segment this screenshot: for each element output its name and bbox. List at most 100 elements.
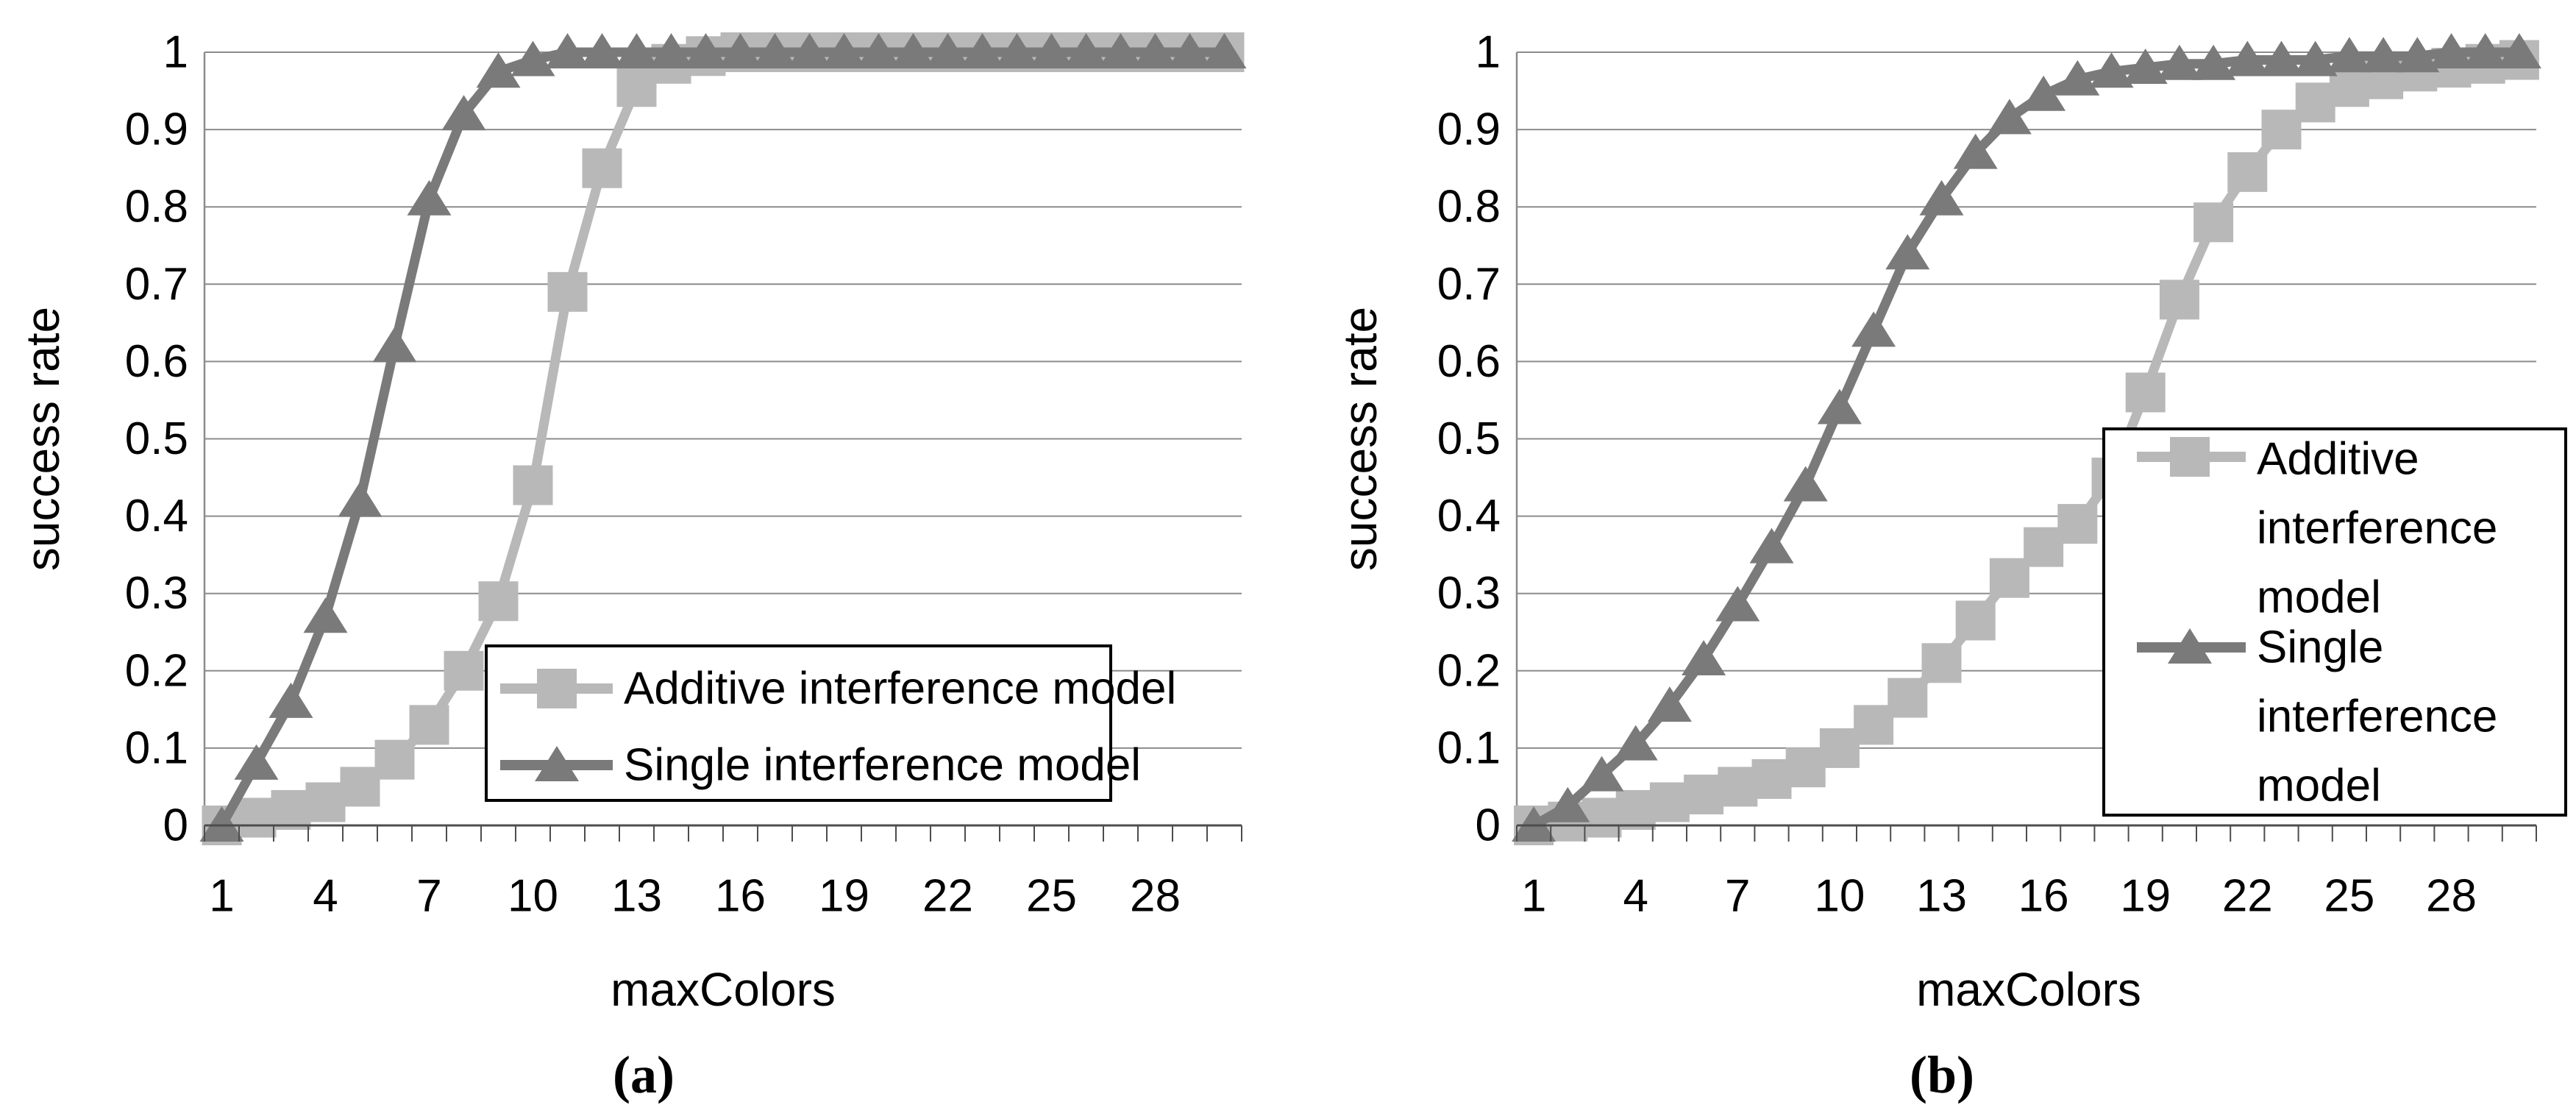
square-marker xyxy=(409,705,449,745)
square-marker xyxy=(1718,767,1758,807)
legend-triangle-marker xyxy=(2168,628,2212,664)
x-tick-label: 25 xyxy=(1026,871,1077,922)
triangle-marker xyxy=(1885,234,1930,270)
triangle-marker xyxy=(1133,33,1178,68)
x-axis-title: maxColors xyxy=(611,963,836,1016)
triangle-marker xyxy=(1851,311,1896,347)
series-triangle xyxy=(1512,33,2541,842)
x-tick-label: 4 xyxy=(1623,871,1648,922)
legend-label: interference xyxy=(2257,503,2497,554)
square-marker xyxy=(478,581,519,622)
triangle-marker xyxy=(2463,33,2508,68)
x-tick-label: 19 xyxy=(2120,871,2171,922)
x-tick-labels: 1 4 7 10 13 16 19 22 25 28 xyxy=(209,871,1181,922)
y-tick-label: 0 xyxy=(163,800,188,851)
caption-a: (a) xyxy=(613,1045,675,1104)
y-tick-label: 0.4 xyxy=(1437,491,1501,541)
triangle-marker xyxy=(995,33,1039,68)
y-tick-label: 0.4 xyxy=(125,491,188,541)
triangle-marker xyxy=(891,33,936,68)
legend-label: Single xyxy=(2257,622,2383,673)
caption-b: (b) xyxy=(1910,1045,1974,1104)
x-tick-label: 13 xyxy=(611,871,662,922)
triangle-marker xyxy=(1512,806,1556,842)
y-tick-label: 0.5 xyxy=(125,413,188,464)
y-tick-label: 0.2 xyxy=(1437,645,1501,696)
x-tick-label: 28 xyxy=(1130,871,1181,922)
square-marker xyxy=(513,465,553,505)
square-marker xyxy=(1615,789,1656,830)
y-tick-label: 0.9 xyxy=(125,104,188,155)
y-tick-label: 0.1 xyxy=(1437,722,1501,773)
square-marker xyxy=(1649,782,1690,822)
triangle-marker xyxy=(545,33,590,68)
y-axis-title: success rate xyxy=(1334,307,1387,571)
y-tick-label: 0 xyxy=(1476,800,1501,851)
triangle-marker xyxy=(822,33,867,68)
y-tick-label: 0.6 xyxy=(1437,336,1501,387)
triangle-marker xyxy=(649,33,694,68)
x-tick-label: 1 xyxy=(1521,871,1546,922)
triangle-marker xyxy=(2259,40,2304,77)
x-axis xyxy=(1516,824,2537,842)
square-marker xyxy=(2329,67,2369,107)
x-tick-label: 19 xyxy=(819,871,869,922)
triangle-marker xyxy=(718,33,763,68)
series-triangle xyxy=(199,33,1247,842)
square-marker xyxy=(2125,372,2166,413)
y-tick-labels: 0 0.1 0.2 0.3 0.4 0.5 0.6 0.7 0.8 0.9 1 xyxy=(125,27,188,851)
x-tick-label: 16 xyxy=(2018,871,2069,922)
triangle-marker xyxy=(960,33,1005,68)
y-tick-label: 1 xyxy=(163,27,188,78)
square-marker xyxy=(2024,527,2064,567)
y-axis-title: success rate xyxy=(16,307,69,571)
triangle-marker xyxy=(1817,388,1862,424)
legend-label: Additive interference model xyxy=(624,664,1176,714)
triangle-marker xyxy=(303,597,348,633)
legend: Additive interference model Single interf… xyxy=(485,644,1176,802)
triangle-marker xyxy=(510,40,555,77)
x-tick-label: 13 xyxy=(1916,871,1967,922)
square-marker xyxy=(1989,558,2029,598)
y-tick-label: 0.8 xyxy=(1437,182,1501,232)
square-marker xyxy=(1581,797,1622,838)
triangle-marker xyxy=(1167,33,1212,68)
triangle-marker xyxy=(787,33,832,68)
square-marker xyxy=(2227,152,2268,192)
legend-triangle-marker xyxy=(535,746,579,781)
triangle-marker xyxy=(476,52,521,88)
triangle-marker xyxy=(338,481,383,517)
legend-label: interference xyxy=(2257,692,2497,742)
triangle-marker xyxy=(2021,75,2066,111)
y-tick-label: 0.9 xyxy=(1437,104,1501,155)
y-tick-label: 0.1 xyxy=(125,722,188,773)
triangle-marker xyxy=(2429,33,2474,68)
triangle-marker xyxy=(1715,586,1760,622)
triangle-marker xyxy=(683,33,728,68)
square-marker xyxy=(340,767,380,807)
triangle-marker xyxy=(752,33,797,68)
legend: AdditiveinterferencemodelSingleinterfere… xyxy=(2102,427,2567,817)
y-tick-label: 0.3 xyxy=(1437,568,1501,619)
square-marker xyxy=(2261,110,2302,150)
legend-box xyxy=(485,644,1112,802)
x-tick-label: 7 xyxy=(1725,871,1750,922)
square-marker xyxy=(547,271,588,312)
y-tick-labels: 0 0.1 0.2 0.3 0.4 0.5 0.6 0.7 0.8 0.9 1 xyxy=(1437,27,1501,851)
triangle-marker xyxy=(234,744,279,780)
triangle-marker xyxy=(925,33,970,68)
x-tick-label: 1 xyxy=(209,871,234,922)
triangle-marker xyxy=(2055,60,2100,96)
square-marker xyxy=(271,789,311,830)
triangle-marker xyxy=(1749,527,1794,564)
triangle-marker xyxy=(199,806,244,842)
square-marker xyxy=(444,650,484,691)
legend-box xyxy=(2102,427,2567,817)
square-marker xyxy=(616,67,657,107)
y-tick-label: 0.5 xyxy=(1437,413,1501,464)
triangle-marker xyxy=(856,33,901,68)
square-marker xyxy=(1819,728,1860,768)
triangle-marker xyxy=(1613,725,1658,761)
square-marker xyxy=(1921,643,1962,683)
triangle-marker xyxy=(1919,180,1964,216)
